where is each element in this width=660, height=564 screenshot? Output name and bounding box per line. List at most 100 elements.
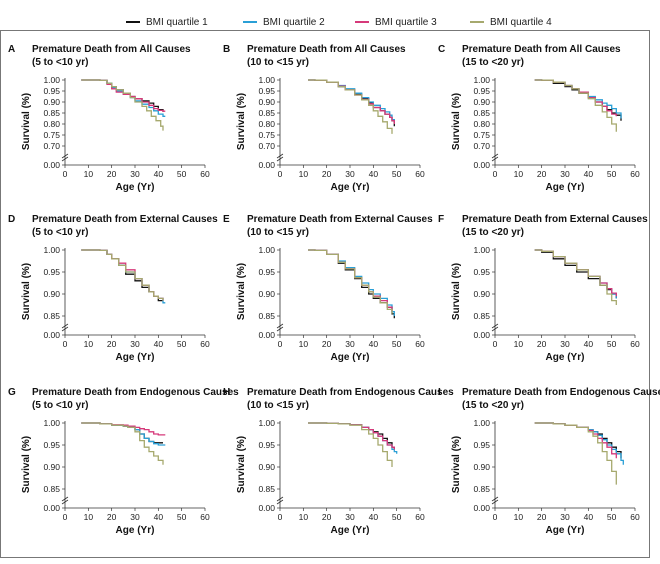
y-tick-label: 0.95: [258, 86, 275, 96]
y-tick-label: 0.85: [43, 484, 60, 494]
x-tick-label: 0: [63, 169, 68, 179]
series-line-q1: [534, 249, 617, 299]
chart-panel-d: D Premature Death from External Causes (5 …: [8, 214, 218, 363]
x-axis-label: Age (Yr): [546, 352, 585, 363]
series-line-q4: [534, 422, 617, 485]
legend-swatch: [243, 21, 257, 23]
x-tick-label: 20: [537, 169, 547, 179]
y-axis-label: Survival (%): [21, 436, 32, 493]
x-tick-label: 30: [130, 512, 140, 522]
panel-title: Premature Death from Endogenous Causes: [32, 387, 239, 398]
y-tick-label: 0.80: [258, 119, 275, 129]
legend-label: BMI quartile 4: [490, 16, 552, 28]
y-axis-label: Survival (%): [21, 263, 32, 320]
y-tick-label: 0.85: [258, 484, 275, 494]
y-tick-label: 0.95: [43, 86, 60, 96]
x-tick-label: 20: [107, 339, 117, 349]
chart-panel-e: E Premature Death from External Causes (10…: [223, 214, 433, 363]
x-tick-label: 10: [299, 169, 309, 179]
x-tick-label: 30: [130, 169, 140, 179]
y-axis-label: Survival (%): [451, 93, 462, 150]
series-line-q4: [308, 422, 393, 467]
x-tick-label: 30: [345, 339, 355, 349]
series-line-q3: [534, 249, 617, 297]
x-tick-label: 10: [299, 512, 309, 522]
panel-title: Premature Death from External Causes: [462, 214, 648, 225]
y-tick-label: 0.70: [473, 141, 490, 151]
series-line-q3: [534, 79, 617, 117]
series-line-q2: [308, 79, 395, 122]
panel-subtitle: (15 to <20 yr): [462, 400, 524, 411]
x-tick-label: 10: [299, 339, 309, 349]
legend-item: BMI quartile 1: [126, 12, 208, 32]
series-line-q3: [534, 422, 617, 459]
series-line-q1: [308, 79, 395, 127]
axis-break-mark: [276, 153, 284, 162]
chart-panel-c: C Premature Death from All Causes (15 to <…: [438, 44, 640, 193]
panel-letter: B: [223, 44, 230, 55]
panel-title: Premature Death from External Causes: [247, 214, 433, 225]
y-tick-label: 1.00: [473, 418, 490, 428]
series-line-q4: [81, 422, 164, 465]
panel-frame: [0, 30, 650, 558]
x-tick-label: 20: [537, 339, 547, 349]
series-line-q1: [81, 422, 163, 444]
panel-subtitle: (10 to <15 yr): [247, 227, 309, 238]
y-tick-label: 0.75: [473, 130, 490, 140]
y-tick-label: 0.85: [43, 108, 60, 118]
axis-break-mark: [61, 496, 69, 505]
panel-letter: H: [223, 387, 230, 398]
y-tick-label: 1.00: [473, 75, 490, 85]
y-tick-label: 0.90: [473, 289, 490, 299]
x-tick-label: 40: [584, 339, 594, 349]
x-tick-label: 40: [154, 339, 164, 349]
y-tick-label: 0.75: [43, 130, 60, 140]
axis-break-mark: [491, 153, 499, 162]
legend-label: BMI quartile 2: [263, 16, 325, 28]
x-tick-label: 50: [607, 169, 617, 179]
x-tick-label: 20: [537, 512, 547, 522]
y-tick-label: 0.85: [258, 108, 275, 118]
x-axis-label: Age (Yr): [116, 352, 155, 363]
chart-panel-i: I Premature Death from Endogenous Causes (…: [438, 387, 660, 536]
y-axis-label: Survival (%): [451, 436, 462, 493]
x-axis-label: Age (Yr): [331, 525, 370, 536]
x-tick-label: 0: [63, 339, 68, 349]
x-tick-label: 20: [322, 339, 332, 349]
y-tick-label: 0.00: [43, 503, 60, 513]
axis-break-mark: [61, 323, 69, 332]
x-tick-label: 40: [154, 512, 164, 522]
x-tick-label: 40: [154, 169, 164, 179]
x-tick-label: 0: [63, 512, 68, 522]
y-tick-label: 0.00: [473, 330, 490, 340]
panel-title: Premature Death from All Causes: [247, 44, 406, 55]
x-tick-label: 0: [493, 169, 498, 179]
x-tick-label: 60: [415, 169, 425, 179]
x-axis-label: Age (Yr): [116, 525, 155, 536]
panel-subtitle: (5 to <10 yr): [32, 400, 88, 411]
y-tick-label: 0.90: [43, 462, 60, 472]
x-tick-label: 10: [514, 339, 524, 349]
x-tick-label: 40: [369, 169, 379, 179]
y-tick-label: 0.90: [43, 289, 60, 299]
x-tick-label: 30: [345, 169, 355, 179]
y-tick-label: 0.80: [473, 119, 490, 129]
y-tick-label: 0.85: [473, 108, 490, 118]
series-line-q2: [534, 422, 624, 465]
x-tick-label: 0: [278, 339, 283, 349]
y-tick-label: 0.95: [473, 440, 490, 450]
axis-break-mark: [491, 323, 499, 332]
x-tick-label: 60: [630, 169, 640, 179]
series-line-q4: [308, 79, 393, 134]
panel-subtitle: (5 to <10 yr): [32, 57, 88, 68]
x-tick-label: 30: [130, 339, 140, 349]
panel-subtitle: (15 to <20 yr): [462, 57, 524, 68]
x-axis-label: Age (Yr): [331, 182, 370, 193]
series-line-q2: [81, 249, 166, 304]
legend-swatch: [470, 21, 484, 23]
series-line-q4: [81, 249, 164, 301]
x-tick-label: 30: [560, 339, 570, 349]
panel-letter: I: [438, 387, 441, 398]
panel-letter: C: [438, 44, 445, 55]
